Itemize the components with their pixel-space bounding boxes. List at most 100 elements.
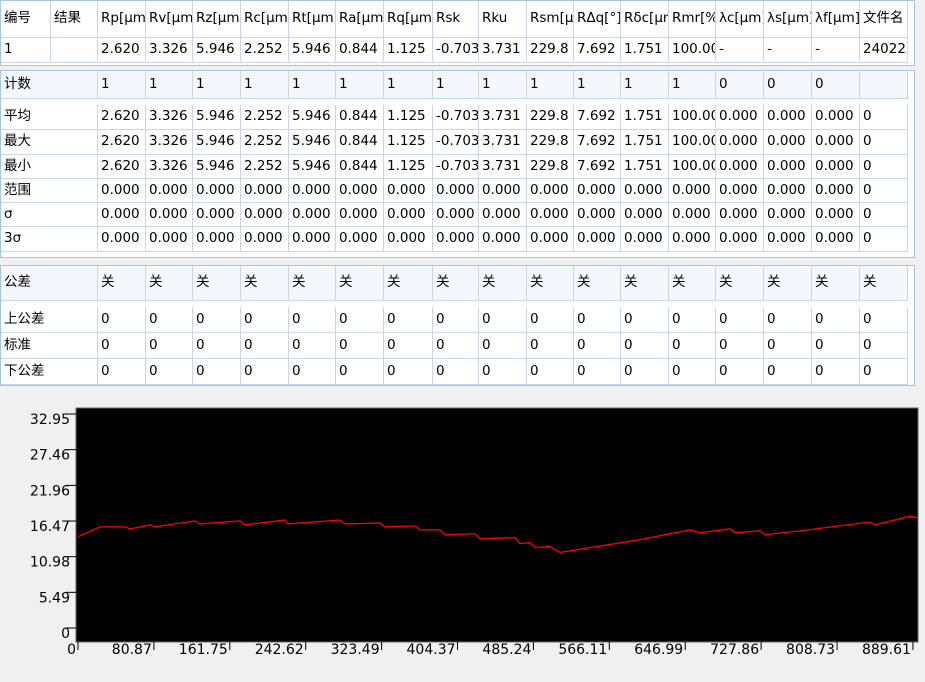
x-tick-label: 646.99 xyxy=(634,642,683,658)
y-tick-label: 10.98 xyxy=(30,555,70,571)
tolerance-table: 公差关关关关关关关关关关关关关关关关关上公差 0 0 0 0 0 0 0 0 0 0 0 0 0 0 0 0 0 标… xyxy=(0,265,915,386)
row-label: 标准 xyxy=(1,333,98,359)
table-cell: 24022 xyxy=(860,38,908,63)
table-cell: 0 xyxy=(669,307,716,333)
table-cell: 2.620 xyxy=(98,105,146,130)
row-label: 计数 xyxy=(1,71,98,99)
table-cell: 0 xyxy=(433,333,479,359)
table-cell: 1 xyxy=(1,38,51,63)
table-cell: 0.000 xyxy=(574,179,621,203)
table-cell: 0 xyxy=(479,359,527,385)
table-cell: 0.000 xyxy=(336,227,384,252)
table-cell: 关 xyxy=(146,266,193,301)
table-cell: 0.000 xyxy=(241,203,289,227)
table-cell: 关 xyxy=(669,266,716,301)
column-header: Rp[µm] xyxy=(98,1,146,38)
table-cell: 关 xyxy=(812,266,860,301)
table-cell: 0.000 xyxy=(146,227,193,252)
table-cell: - xyxy=(764,38,812,63)
table-cell: 0.000 xyxy=(764,155,812,179)
table-cell: 229.8 xyxy=(527,155,574,179)
table-cell: 关 xyxy=(479,266,527,301)
table-cell: 0.844 xyxy=(336,155,384,179)
table-cell: 3.731 xyxy=(479,105,527,130)
table-cell: 0.000 xyxy=(669,227,716,252)
table-cell: 3.326 xyxy=(146,38,193,63)
table-cell: 0.000 xyxy=(289,203,336,227)
table-cell: 0.000 xyxy=(764,130,812,155)
stats-table: 计数 1 1 1 1 1 1 1 1 1 1 1 1 1 0 0 0 平均 2.620 3.326 5.946 2.252… xyxy=(0,70,915,258)
table-cell: 关 xyxy=(764,266,812,301)
row-label: 下公差 xyxy=(1,359,98,385)
y-tick-label: 21.96 xyxy=(30,483,70,499)
table-cell: 1 xyxy=(289,71,336,99)
table-cell: 5.946 xyxy=(193,155,241,179)
table-cell: 0.000 xyxy=(479,179,527,203)
table-cell: 0 xyxy=(433,307,479,333)
table-cell: 0.000 xyxy=(241,227,289,252)
table-cell: 2.620 xyxy=(98,155,146,179)
table-cell: 0 xyxy=(860,155,908,179)
column-header: λf[µm] xyxy=(812,1,860,38)
row-label: 最小 xyxy=(1,155,98,179)
table-cell: 1.125 xyxy=(384,130,433,155)
table-cell: 0 xyxy=(289,333,336,359)
table-cell: 0 xyxy=(860,227,908,252)
table-cell: 0 xyxy=(860,333,908,359)
x-tick-label: 485.24 xyxy=(482,642,531,658)
table-cell: 1 xyxy=(336,71,384,99)
table-cell: 0.844 xyxy=(336,105,384,130)
table-cell: 0 xyxy=(336,333,384,359)
table-cell: 0 xyxy=(716,333,764,359)
table-cell: 1 xyxy=(433,71,479,99)
row-label: 公差 xyxy=(1,266,98,301)
table-cell: 0.000 xyxy=(433,203,479,227)
table-cell: 0.000 xyxy=(193,179,241,203)
table-cell: 1.751 xyxy=(621,105,669,130)
table-cell: 1.751 xyxy=(621,38,669,63)
table-cell: 关 xyxy=(384,266,433,301)
table-cell: 0.000 xyxy=(812,179,860,203)
table-cell: 关 xyxy=(574,266,621,301)
table-cell: 0.000 xyxy=(384,227,433,252)
table-cell: 5.946 xyxy=(289,155,336,179)
table-cell: 2.252 xyxy=(241,105,289,130)
table-cell: 0.000 xyxy=(384,179,433,203)
table-cell: 100.00 xyxy=(669,155,716,179)
table-cell: 0 xyxy=(527,333,574,359)
table-cell: 0 xyxy=(241,359,289,385)
table-cell: 7.692 xyxy=(574,155,621,179)
table-cell: 0 xyxy=(764,359,812,385)
row-label: 范围 xyxy=(1,179,98,203)
table-cell: 0.844 xyxy=(336,130,384,155)
table-cell xyxy=(860,71,908,99)
table-cell: -0.703 xyxy=(433,105,479,130)
x-tick-label: 566.11 xyxy=(558,642,607,658)
table-cell: 7.692 xyxy=(574,105,621,130)
table-cell: 0 xyxy=(527,307,574,333)
table-cell: 0.000 xyxy=(98,227,146,252)
table-cell: 0.000 xyxy=(98,179,146,203)
table-cell: 0.000 xyxy=(669,179,716,203)
column-header: Rδc[µm] xyxy=(621,1,669,38)
table-cell: 100.00 xyxy=(669,38,716,63)
table-cell: 0 xyxy=(336,359,384,385)
result-table: 编号结果Rp[µm]Rv[µm]Rz[µm]Rc[µm]Rt[µm]Ra[µm]… xyxy=(0,0,915,66)
table-cell: 0.000 xyxy=(193,203,241,227)
table-cell: 0.000 xyxy=(289,179,336,203)
table-cell: 0.000 xyxy=(764,203,812,227)
table-cell: 0.000 xyxy=(479,203,527,227)
x-tick-label: 161.75 xyxy=(179,642,228,658)
x-tick-label: 808.73 xyxy=(786,642,835,658)
table-cell: 0 xyxy=(241,333,289,359)
table-cell: 0.000 xyxy=(621,203,669,227)
column-header: 结果 xyxy=(51,1,98,38)
table-cell: 0.000 xyxy=(336,179,384,203)
table-cell: 0.000 xyxy=(812,155,860,179)
table-cell: 0 xyxy=(860,130,908,155)
row-label: 平均 xyxy=(1,105,98,130)
column-header: Ra[µm] xyxy=(336,1,384,38)
table-cell: 0.000 xyxy=(812,227,860,252)
table-cell: 0 xyxy=(764,307,812,333)
